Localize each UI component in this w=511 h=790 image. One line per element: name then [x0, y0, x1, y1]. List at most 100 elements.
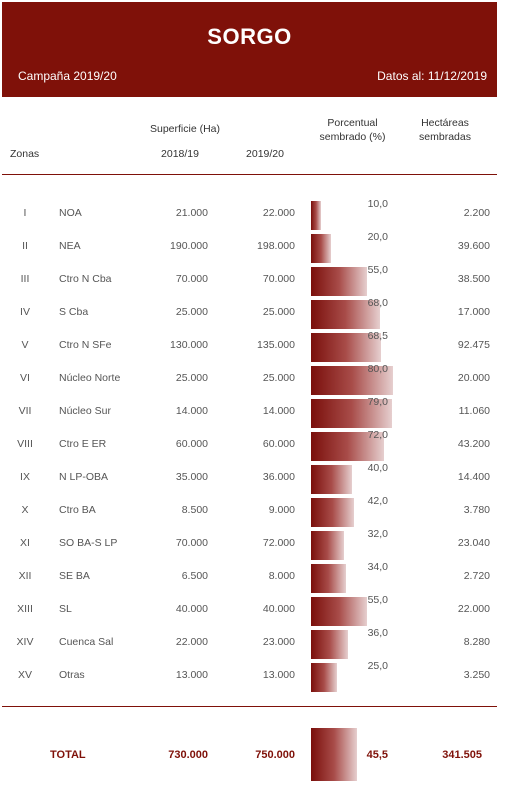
surface-2019-20: 60.000 [262, 438, 295, 450]
col-header-zones: Zonas [10, 148, 40, 160]
zone-name: Cuenca Sal [59, 636, 114, 648]
col-header-hectares: Hectáreas sembradas [405, 116, 485, 144]
zone-name: NOA [59, 207, 82, 219]
surface-2018-19: 70.000 [175, 273, 208, 285]
col-header-percent-line2: sembrado (%) [319, 131, 386, 143]
zone-number: XIV [16, 636, 34, 648]
hectares-sown: 11.060 [458, 405, 490, 417]
zone-number: XII [18, 570, 32, 582]
percent-value: 68,5 [367, 330, 388, 342]
zone-number: V [21, 339, 29, 351]
hectares-sown: 17.000 [457, 306, 490, 318]
percent-value: 42,0 [367, 495, 388, 507]
percent-bar [311, 366, 393, 395]
zone-number: III [20, 273, 30, 285]
surface-2018-19: 6.500 [181, 570, 208, 582]
table-row: XII SE BA 6.500 8.000 34,0 2.720 [0, 561, 511, 594]
zone-number: XIII [17, 603, 33, 615]
hectares-sown: 39.600 [457, 240, 490, 252]
header-divider [2, 174, 497, 175]
percent-bar [311, 399, 392, 428]
total-row: TOTAL 730.000 750.000 45,5 341.505 [0, 727, 511, 782]
zone-name: NEA [59, 240, 81, 252]
table-row: II NEA 190.000 198.000 20,0 39.600 [0, 231, 511, 264]
table-row: XI SO BA-S LP 70.000 72.000 32,0 23.040 [0, 528, 511, 561]
percent-bar [311, 597, 367, 626]
total-surface-2019-20: 750.000 [255, 749, 295, 761]
zone-number: VII [18, 405, 32, 417]
zone-name: Núcleo Norte [59, 372, 121, 384]
surface-2019-20: 135.000 [257, 339, 295, 351]
table-row: I NOA 21.000 22.000 10,0 2.200 [0, 198, 511, 231]
hectares-sown: 43.200 [457, 438, 490, 450]
percent-value: 36,0 [367, 627, 388, 639]
total-label: TOTAL [50, 749, 86, 761]
percent-value: 34,0 [367, 561, 388, 573]
col-header-percent-line1: Porcentual [327, 117, 378, 129]
percent-bar [311, 234, 331, 263]
surface-2018-19: 21.000 [175, 207, 208, 219]
table-row: IX N LP-OBA 35.000 36.000 40,0 14.400 [0, 462, 511, 495]
percent-bar [311, 267, 367, 296]
hectares-sown: 20.000 [457, 372, 490, 384]
col-header-percent: Porcentual sembrado (%) [300, 116, 405, 144]
col-header-hectares-line1: Hectáreas [421, 117, 469, 129]
percent-value: 55,0 [367, 594, 388, 606]
percent-bar [311, 630, 348, 659]
header-banner: SORGO Campaña 2019/20 Datos al: 11/12/20… [2, 2, 497, 97]
percent-bar [311, 432, 384, 461]
surface-2018-19: 14.000 [175, 405, 208, 417]
zone-name: Otras [59, 669, 85, 681]
campaign-label: Campaña 2019/20 [18, 69, 117, 83]
percent-value: 25,0 [367, 660, 388, 672]
surface-2018-19: 22.000 [175, 636, 208, 648]
table-row: V Ctro N SFe 130.000 135.000 68,5 92.475 [0, 330, 511, 363]
zone-number: I [23, 207, 27, 219]
zone-name: S Cba [59, 306, 89, 318]
surface-2018-19: 40.000 [175, 603, 208, 615]
surface-2019-20: 13.000 [262, 669, 295, 681]
percent-bar [311, 300, 380, 329]
surface-2019-20: 8.000 [268, 570, 295, 582]
surface-2019-20: 14.000 [262, 405, 295, 417]
col-header-year1: 2018/19 [161, 148, 199, 160]
zone-number: X [21, 504, 29, 516]
hectares-sown: 23.040 [457, 537, 490, 549]
hectares-sown: 92.475 [457, 339, 490, 351]
surface-2019-20: 198.000 [257, 240, 295, 252]
zone-name: N LP-OBA [59, 471, 109, 483]
percent-bar [311, 201, 321, 230]
surface-2019-20: 40.000 [262, 603, 295, 615]
hectares-sown: 3.780 [463, 504, 490, 516]
percent-value: 72,0 [367, 429, 388, 441]
col-header-year2: 2019/20 [246, 148, 284, 160]
percent-value: 10,0 [367, 198, 388, 210]
col-header-hectares-line2: sembradas [419, 131, 471, 143]
percent-value: 68,0 [367, 297, 388, 309]
zone-name: SO BA-S LP [59, 537, 118, 549]
zone-number: XV [17, 669, 32, 681]
surface-2019-20: 23.000 [262, 636, 295, 648]
percent-bar [311, 531, 344, 560]
hectares-sown: 14.400 [457, 471, 490, 483]
percent-value: 32,0 [367, 528, 388, 540]
data-date-label: Datos al: 11/12/2019 [377, 69, 487, 83]
table-row: IV S Cba 25.000 25.000 68,0 17.000 [0, 297, 511, 330]
table-row: XIV Cuenca Sal 22.000 23.000 36,0 8.280 [0, 627, 511, 660]
table-row: XV Otras 13.000 13.000 25,0 3.250 [0, 660, 511, 693]
hectares-sown: 3.250 [463, 669, 490, 681]
table-row: III Ctro N Cba 70.000 70.000 55,0 38.500 [0, 264, 511, 297]
percent-value: 20,0 [367, 231, 388, 243]
surface-2019-20: 22.000 [262, 207, 295, 219]
surface-2018-19: 130.000 [170, 339, 208, 351]
zone-number: II [22, 240, 28, 252]
surface-2018-19: 190.000 [170, 240, 208, 252]
percent-bar [311, 333, 381, 362]
zone-name: Ctro N Cba [59, 273, 112, 285]
surface-2018-19: 70.000 [175, 537, 208, 549]
table-row: VII Núcleo Sur 14.000 14.000 79,0 11.060 [0, 396, 511, 429]
zone-number: IX [20, 471, 30, 483]
surface-2019-20: 9.000 [268, 504, 295, 516]
zone-name: Ctro E ER [59, 438, 107, 450]
table-row: VI Núcleo Norte 25.000 25.000 80,0 20.000 [0, 363, 511, 396]
